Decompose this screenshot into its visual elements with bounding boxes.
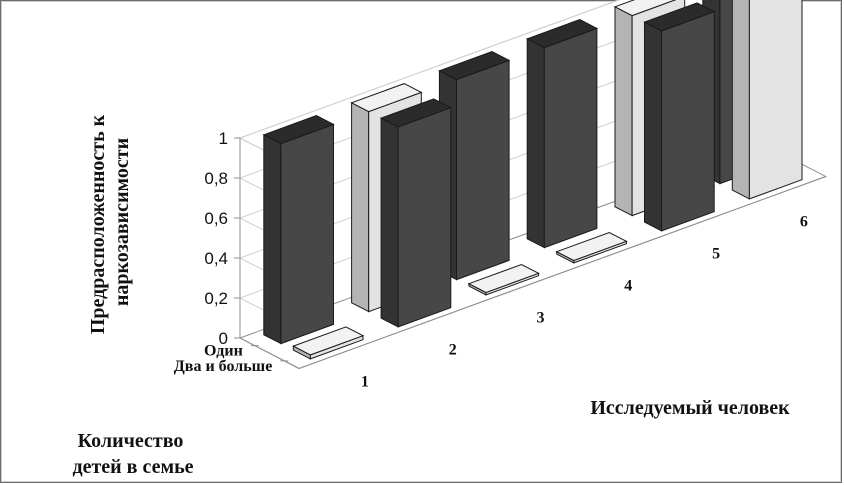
z-tick-label: 0,4 <box>204 249 228 268</box>
z-tick-label: 0,8 <box>204 169 228 188</box>
bar-person-3-two-plus <box>467 263 540 296</box>
bar-front-face <box>661 10 715 232</box>
bar-left-face <box>614 5 633 217</box>
z-tick-label: 1 <box>219 129 228 148</box>
bar-front-face <box>280 123 334 345</box>
bar-top-face <box>438 51 511 81</box>
z-axis-title-line-1: Предрасположенность к <box>87 114 109 334</box>
bar-front-face <box>397 106 452 328</box>
bar-person-1-two-plus <box>292 326 365 360</box>
bar-left-face <box>731 0 750 200</box>
row-label-one: Один <box>204 343 243 360</box>
bar-front-face <box>748 0 803 200</box>
bar-front-face <box>456 59 510 281</box>
row-label-two-plus: Два и больше <box>174 358 273 375</box>
bar-person-4-one-child <box>525 19 599 249</box>
z-tick-label: 0,6 <box>204 209 228 228</box>
bar-left-face <box>351 101 370 313</box>
bar-top-face <box>555 231 628 262</box>
person-axis-line <box>298 176 826 369</box>
person-label-5: 5 <box>712 246 720 263</box>
person-label-4: 4 <box>624 278 632 295</box>
bar-person-5-two-plus <box>643 2 716 232</box>
bar-top-face <box>613 0 677 17</box>
gridline-back <box>239 0 621 139</box>
z-axis-title: Предрасположенность к наркозависимости <box>87 110 133 334</box>
person-axis-labels: 1 2 3 4 5 6 <box>298 176 826 391</box>
bar-person-2-two-plus <box>379 98 453 328</box>
y-axis-title-line-1: Количество <box>78 430 184 452</box>
y-axis-title-line-2: детей в семье <box>72 456 193 478</box>
bar-top-face <box>467 263 540 294</box>
bar-left-face <box>263 133 282 345</box>
z-tick-label: 0 <box>219 329 228 348</box>
person-label-6: 6 <box>800 214 808 231</box>
bar-left-face <box>644 21 663 232</box>
bar-top-face <box>262 115 335 145</box>
bar-person-6-two-plus <box>731 0 803 200</box>
z-tick-label: 0,2 <box>204 289 228 308</box>
bar-person-4-two-plus <box>555 231 628 264</box>
person-label-2: 2 <box>449 342 457 359</box>
z-axis-ticks: 0 0,2 0,4 0,6 0,8 1 <box>204 129 241 348</box>
bar-top-face <box>292 326 365 356</box>
x-axis-title: Исследуемый человек <box>590 397 790 419</box>
bar-person-1-one-child <box>262 115 335 345</box>
bar-top-face <box>350 83 423 113</box>
person-label-1: 1 <box>361 374 369 391</box>
bar-top-face <box>643 2 716 32</box>
row-axis-line <box>239 337 300 369</box>
z-axis-title-line-2: наркозависимости <box>111 138 133 306</box>
bar-left-face <box>380 117 399 328</box>
bar-top-face <box>525 19 599 49</box>
bar-top-face <box>379 98 453 128</box>
person-label-3: 3 <box>537 310 545 327</box>
chart-bars <box>262 0 803 360</box>
bar-front-face <box>543 27 598 249</box>
bar-left-face <box>526 37 545 249</box>
y-axis-title: Количество детей в семье <box>72 430 193 478</box>
